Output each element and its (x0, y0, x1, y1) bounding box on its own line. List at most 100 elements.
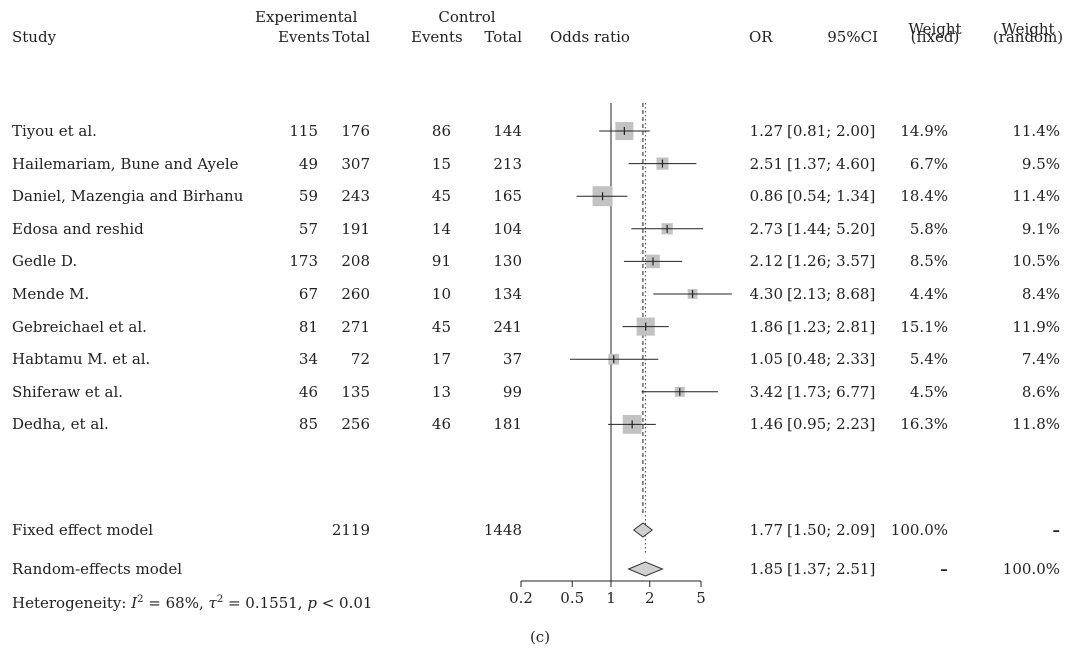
exp-total: 307 (341, 154, 370, 173)
ctrl-total: 181 (493, 415, 522, 434)
fixed-weight-fixed: 100.0% (890, 521, 948, 539)
ctrl-total: 241 (493, 317, 522, 336)
or-value: 4.30 (749, 285, 783, 303)
exp-total: 271 (341, 317, 370, 336)
ctrl-total: 104 (493, 219, 522, 238)
header-experimental: Experimental (255, 8, 358, 26)
ci-value: [1.44; 5.20] (787, 219, 876, 238)
or-value: 2.51 (749, 154, 783, 173)
or-value: 1.27 (749, 122, 783, 140)
figure-caption: (c) (529, 628, 551, 646)
study-name: Tiyou et al. (12, 122, 97, 140)
weight-random: 9.5% (1021, 154, 1060, 173)
header-study: Study (12, 28, 57, 46)
exp-total: 260 (341, 285, 370, 303)
weight-random: 8.6% (1021, 382, 1060, 401)
or-value: 2.12 (749, 252, 783, 271)
weight-random: 10.5% (1012, 252, 1060, 271)
header-weight-random: Weight (1001, 20, 1055, 38)
ctrl-events: 17 (431, 350, 451, 369)
study-name: Gebreichael et al. (12, 317, 147, 336)
fixed-ctrl-total: 1448 (483, 521, 522, 539)
weight-random: 7.4% (1021, 350, 1060, 369)
header-ci: 95%CI (827, 28, 878, 46)
weight-fixed: 16.3% (900, 415, 948, 434)
weight-fixed: 5.8% (909, 219, 948, 238)
header-odds-ratio: Odds ratio (550, 28, 630, 46)
x-tick-label: 5 (696, 589, 706, 607)
weight-fixed: 18.4% (900, 187, 948, 206)
exp-events: 81 (298, 317, 318, 336)
or-value: 0.86 (749, 187, 783, 206)
x-tick-label: 1 (606, 589, 616, 607)
exp-total: 72 (350, 350, 370, 369)
header-control: Control (438, 8, 496, 26)
ctrl-events: 86 (431, 122, 451, 140)
x-tick-label: 0.2 (509, 589, 533, 607)
study-name: Dedha, et al. (12, 415, 109, 434)
ctrl-total: 37 (502, 350, 522, 369)
or-value: 1.46 (749, 415, 783, 434)
exp-events: 59 (298, 187, 318, 206)
ci-value: [0.54; 1.34] (787, 187, 876, 206)
ctrl-total: 144 (493, 122, 522, 140)
random-model-label: Random-effects model (12, 560, 183, 578)
study-name: Hailemariam, Bune and Ayele (12, 154, 239, 173)
random-or: 1.85 (749, 560, 783, 578)
fixed-model-diamond (632, 522, 654, 538)
ctrl-events: 15 (431, 154, 451, 173)
exp-events: 34 (298, 350, 318, 369)
or-value: 1.05 (749, 350, 783, 369)
weight-fixed: 4.5% (909, 382, 948, 401)
header-fixed: (fixed) (910, 28, 960, 46)
weight-fixed: 6.7% (909, 154, 948, 173)
exp-total: 243 (341, 187, 370, 206)
exp-events: 57 (298, 219, 318, 238)
exp-events: 115 (289, 122, 318, 140)
fixed-or: 1.77 (749, 521, 783, 539)
weight-fixed: 15.1% (900, 317, 948, 336)
x-tick-label: 2 (645, 589, 655, 607)
exp-total: 256 (341, 415, 370, 434)
header-ctrl-total: Total (484, 28, 522, 46)
study-name: Habtamu M. et al. (12, 350, 151, 369)
exp-events: 173 (289, 252, 318, 271)
header-random: (random) (992, 28, 1064, 46)
ctrl-events: 45 (431, 187, 451, 206)
header-exp-events: Events (278, 28, 330, 46)
ci-value: [1.26; 3.57] (787, 252, 876, 271)
weight-random: 11.4% (1012, 122, 1060, 140)
ci-value: [0.48; 2.33] (787, 350, 876, 369)
exp-total: 208 (341, 252, 370, 271)
fixed-ci: [1.50; 2.09] (787, 521, 876, 539)
ctrl-total: 99 (502, 382, 522, 401)
ctrl-events: 45 (431, 317, 451, 336)
fixed-exp-total: 2119 (331, 521, 370, 539)
header-ctrl-events: Events (411, 28, 463, 46)
weight-fixed: 5.4% (909, 350, 948, 369)
header-exp-total: Total (332, 28, 370, 46)
or-value: 1.86 (749, 317, 783, 336)
ctrl-total: 130 (493, 252, 522, 271)
random-ci: [1.37; 2.51] (787, 560, 876, 578)
ci-value: [2.13; 8.68] (787, 285, 876, 303)
ci-value: [0.81; 2.00] (787, 122, 876, 140)
ctrl-total: 165 (493, 187, 522, 206)
study-name: Daniel, Mazengia and Birhanu (12, 187, 244, 206)
weight-fixed: 14.9% (900, 122, 948, 140)
ctrl-events: 10 (431, 285, 451, 303)
exp-events: 46 (298, 382, 318, 401)
exp-events: 85 (298, 415, 318, 434)
weight-fixed: 8.5% (909, 252, 948, 271)
weight-fixed: 4.4% (909, 285, 948, 303)
header-weight-fixed: Weight (908, 20, 962, 38)
ctrl-total: 213 (493, 154, 522, 173)
study-name: Edosa and reshid (12, 219, 144, 238)
header-or: OR (749, 28, 773, 46)
study-name: Gedle D. (12, 252, 78, 271)
random-weight-fixed: – (940, 560, 948, 578)
random-model-diamond (627, 561, 664, 577)
weight-random: 9.1% (1021, 219, 1060, 238)
ctrl-events: 13 (431, 382, 451, 401)
